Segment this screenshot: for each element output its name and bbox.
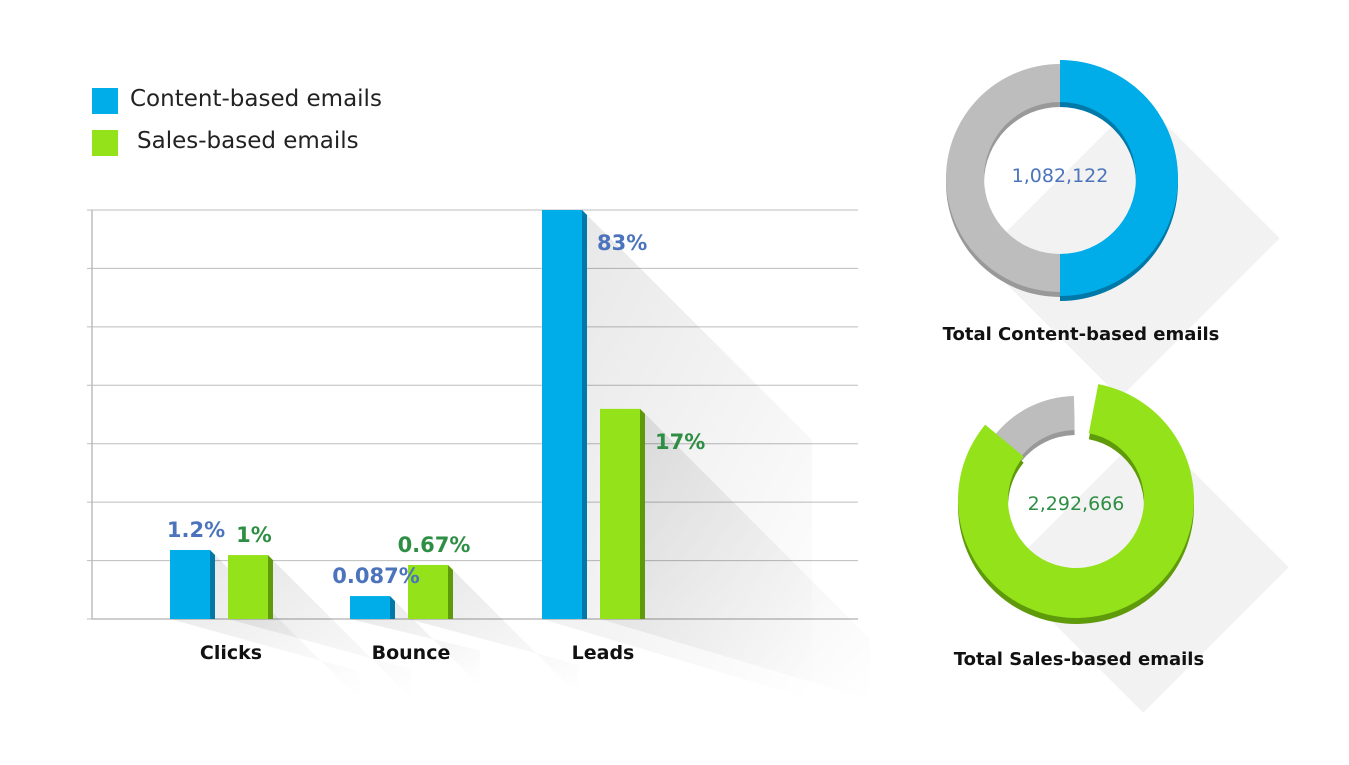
bar-side-clicks-sales <box>268 555 273 619</box>
donut-content-center-label: 1,082,122 <box>1012 165 1109 187</box>
donut-sales-shapes <box>958 384 1289 713</box>
donut-sales-slice <box>958 384 1195 619</box>
bar-bounce-sales <box>408 564 448 619</box>
bar-layer <box>170 210 645 619</box>
bar-side-leads-sales <box>640 408 645 619</box>
value-label-leads-content: 83% <box>597 231 647 255</box>
category-label-leads: Leads <box>572 642 635 664</box>
bar-leads-sales <box>600 408 640 619</box>
value-label-bounce-sales: 0.67% <box>398 533 471 557</box>
bar-leads-content <box>542 210 582 619</box>
donut-sales-title: Total Sales-based emails <box>954 649 1204 670</box>
value-label-leads-sales: 17% <box>655 430 705 454</box>
category-label-bounce: Bounce <box>372 642 451 664</box>
legend-swatch-content <box>92 88 118 114</box>
donut-content-title: Total Content-based emails <box>943 324 1220 345</box>
legend-label-content: Content-based emails <box>130 86 382 112</box>
bar-side-bounce-sales <box>448 564 453 619</box>
donut-sales-center-label: 2,292,666 <box>1028 493 1125 515</box>
bar-shadow <box>600 408 870 700</box>
bar-clicks-content <box>170 549 210 619</box>
category-label-clicks: Clicks <box>200 642 262 664</box>
donut-content-slice <box>1060 60 1178 296</box>
donut-content-rest <box>945 64 1060 292</box>
legend-swatch-sales <box>92 130 118 156</box>
value-label-clicks-sales: 1% <box>236 523 272 547</box>
bar-bounce-content <box>350 596 390 619</box>
bar-side-bounce-content <box>390 596 395 619</box>
bar-side-clicks-content <box>210 549 215 619</box>
legend-label-sales: Sales-based emails <box>137 128 359 154</box>
value-label-bounce-content: 0.087% <box>332 564 419 588</box>
bar-clicks-sales <box>228 555 268 619</box>
donut-content-shapes <box>945 60 1280 398</box>
label-layer: 1.2% 1% Clicks 0.087% 0.67% Bounce 83% 17% Leads <box>167 231 705 664</box>
value-label-clicks-content: 1.2% <box>167 518 225 542</box>
bar-side-leads-content <box>582 210 587 619</box>
bar-shadow <box>228 555 412 699</box>
